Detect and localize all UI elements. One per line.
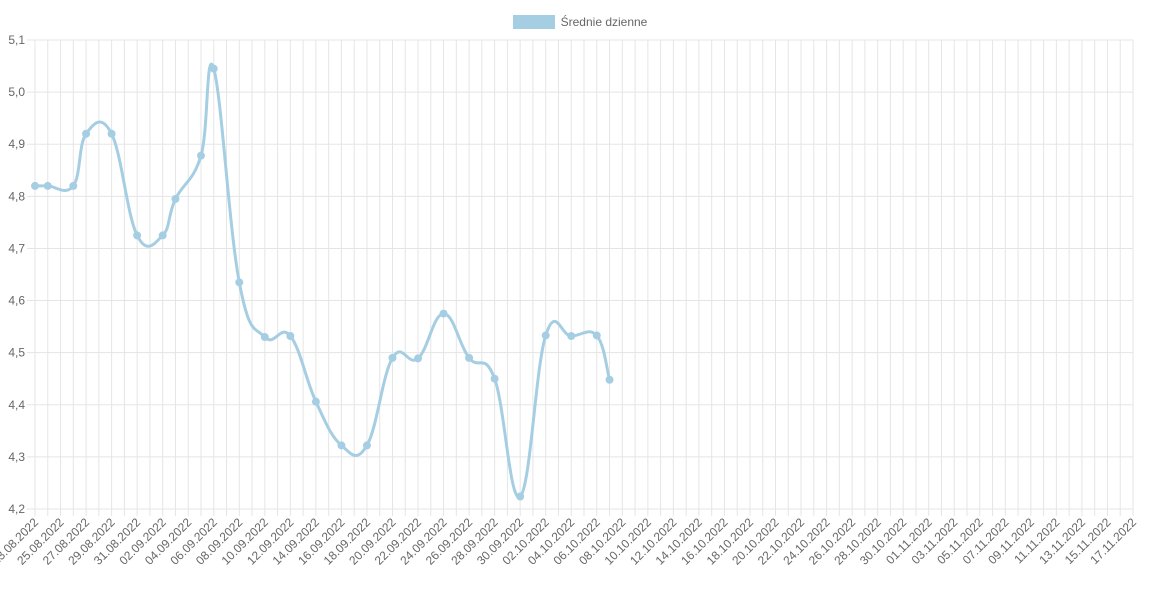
series-line xyxy=(35,63,611,499)
y-tick-label: 4,9 xyxy=(8,137,25,151)
data-point xyxy=(490,374,499,383)
data-point xyxy=(605,375,614,384)
data-point xyxy=(592,331,601,340)
data-point xyxy=(337,441,346,450)
data-point xyxy=(69,181,78,190)
data-point xyxy=(260,333,269,342)
y-tick-label: 5,1 xyxy=(8,33,25,47)
y-tick-label: 4,6 xyxy=(8,294,25,308)
data-point xyxy=(158,231,167,240)
y-tick-label: 4,2 xyxy=(8,502,25,516)
legend-swatch xyxy=(512,15,555,29)
data-point xyxy=(362,441,371,450)
data-point xyxy=(171,194,180,203)
data-point xyxy=(286,331,295,340)
data-point xyxy=(82,129,91,138)
data-point xyxy=(541,331,550,340)
y-tick-label: 4,8 xyxy=(8,189,25,203)
data-point xyxy=(209,64,218,73)
data-point xyxy=(439,309,448,318)
legend-label: Średnie dzienne xyxy=(560,15,648,29)
data-point xyxy=(43,181,52,190)
data-point xyxy=(516,492,525,501)
y-tick-label: 4,7 xyxy=(8,241,25,255)
data-point xyxy=(196,151,205,160)
data-point xyxy=(414,354,423,363)
data-point xyxy=(567,331,576,340)
data-point xyxy=(31,181,39,190)
data-point xyxy=(388,353,397,362)
data-point xyxy=(235,278,244,287)
data-point xyxy=(465,353,474,362)
data-point xyxy=(107,129,116,138)
chart-legend[interactable]: Średnie dzienne xyxy=(0,15,1160,29)
y-tick-label: 4,5 xyxy=(8,346,25,360)
data-point xyxy=(311,397,320,406)
y-tick-label: 4,4 xyxy=(8,398,25,412)
data-point xyxy=(133,231,142,240)
y-tick-label: 4,3 xyxy=(8,450,25,464)
y-tick-label: 5,0 xyxy=(8,85,25,99)
